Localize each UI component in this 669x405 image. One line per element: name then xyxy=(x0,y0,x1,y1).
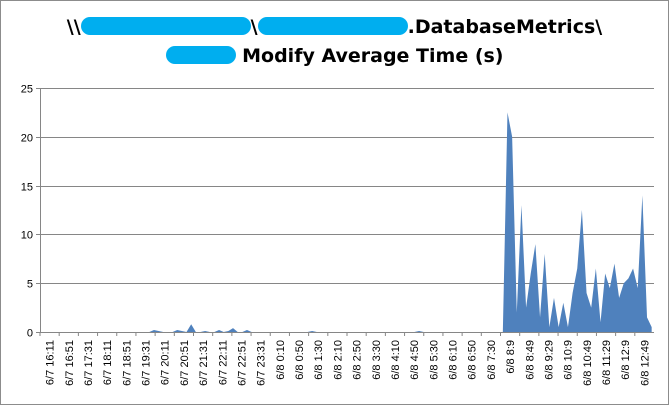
x-tick-label: 6/7 16:11 xyxy=(45,340,57,385)
redacted-instance-name xyxy=(257,17,408,35)
chart-title-metric: Modify Average Time (s) xyxy=(235,45,504,67)
chart-title-line-1: \\ \ .DatabaseMetrics\ xyxy=(0,16,669,38)
y-tick-label: 25 xyxy=(21,84,33,96)
x-tick-label: 6/8 0:50 xyxy=(294,340,306,380)
x-tick-label: 6/8 4:10 xyxy=(390,340,402,380)
x-tick-label: 6/8 11:29 xyxy=(601,340,613,385)
x-tick-label: 6/8 0:10 xyxy=(275,340,287,380)
x-tick-label: 6/7 18:51 xyxy=(121,340,133,386)
x-tick-label: 6/7 20:11 xyxy=(160,340,172,385)
x-tick-label: 6/8 9:29 xyxy=(544,340,556,380)
x-tick-label: 6/8 8:9 xyxy=(505,340,517,374)
x-tick-label: 6/8 10:49 xyxy=(582,340,594,386)
y-tick-label: 5 xyxy=(27,279,33,291)
x-tick-label: 6/8 2:50 xyxy=(352,340,364,380)
x-tick-label: 6/8 3:30 xyxy=(371,340,383,380)
x-tick-label: 6/8 4:50 xyxy=(409,340,421,380)
x-tick-label: 6/7 16:51 xyxy=(64,340,76,386)
chart-title-separator: \ xyxy=(250,16,258,38)
y-tick-label: 10 xyxy=(21,230,33,242)
series-area xyxy=(42,112,652,333)
redacted-metric-name xyxy=(165,46,236,64)
x-tick-label: 6/8 12:49 xyxy=(639,340,651,386)
y-tick-label: 20 xyxy=(21,133,33,145)
axes xyxy=(36,88,654,336)
x-tick-label: 6/8 5:30 xyxy=(428,340,440,380)
x-tick-label: 6/7 22:51 xyxy=(237,340,249,386)
x-tick-label: 6/8 10:9 xyxy=(563,340,575,380)
x-tick-label: 6/8 6:10 xyxy=(448,340,460,380)
series-area-fill xyxy=(42,112,652,333)
x-tick-label: 6/7 20:51 xyxy=(179,340,191,386)
x-tick-label: 6/7 17:31 xyxy=(83,340,95,386)
x-tick-label: 6/7 23:31 xyxy=(256,340,268,386)
redacted-server-name xyxy=(80,17,251,35)
x-tick-label: 6/8 2:10 xyxy=(332,340,344,380)
x-tick-label: 6/8 8:49 xyxy=(524,340,536,380)
chart-title-prefix: \\ xyxy=(66,16,81,38)
x-tick-label: 6/7 18:11 xyxy=(102,340,114,385)
x-tick-label: 6/7 21:31 xyxy=(198,340,210,386)
x-tick-label: 6/7 22:11 xyxy=(217,340,229,385)
x-tick-label: 6/8 12:9 xyxy=(620,340,632,380)
x-tick-label: 6/7 19:31 xyxy=(141,340,153,386)
x-axis-tick-labels: 6/7 16:11 6/7 16:51 6/7 17:31 6/7 18:11 6/7 … xyxy=(45,340,652,386)
chart-title-line-2: Modify Average Time (s) xyxy=(0,45,669,67)
y-tick-label: 0 xyxy=(27,328,33,340)
x-tick-label: 6/8 1:30 xyxy=(313,340,325,380)
gridlines xyxy=(40,88,654,284)
x-tick-label: 6/8 7:30 xyxy=(486,340,498,380)
y-tick-label: 15 xyxy=(21,182,33,194)
y-axis-tick-labels: 0 5 10 15 20 25 xyxy=(21,84,33,340)
chart-title-suffix: .DatabaseMetrics\ xyxy=(407,16,603,38)
x-tick-label: 6/8 6:50 xyxy=(467,340,479,380)
